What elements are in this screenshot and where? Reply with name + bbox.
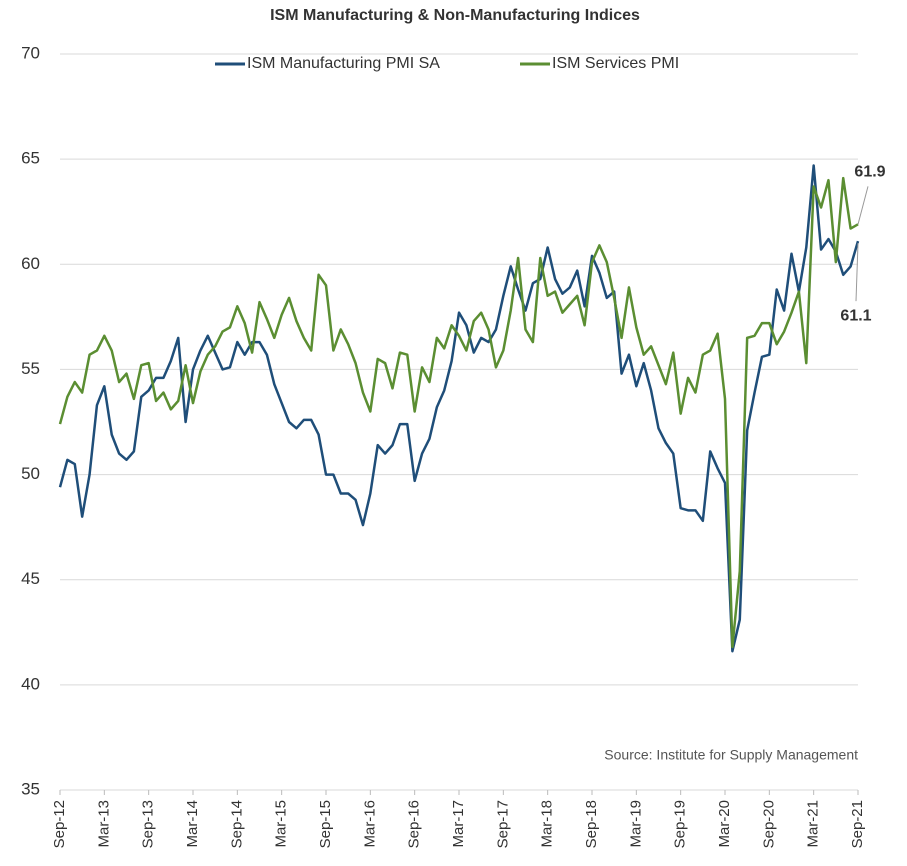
legend-label: ISM Manufacturing PMI SA xyxy=(247,55,440,72)
x-tick-label: Mar-20 xyxy=(716,800,733,848)
chart-title: ISM Manufacturing & Non-Manufacturing In… xyxy=(270,7,640,24)
y-tick-label: 65 xyxy=(21,149,40,168)
y-tick-label: 35 xyxy=(21,779,40,798)
y-tick-label: 60 xyxy=(21,254,40,273)
data-label: 61.9 xyxy=(854,164,885,181)
x-tick-label: Mar-19 xyxy=(627,800,644,848)
x-tick-label: Sep-21 xyxy=(849,800,866,848)
x-tick-label: Mar-21 xyxy=(805,800,822,848)
x-tick-label: Sep-17 xyxy=(494,800,511,848)
x-tick-label: Sep-19 xyxy=(672,800,689,848)
y-tick-label: 55 xyxy=(21,359,40,378)
source-note: Source: Institute for Supply Management xyxy=(604,747,858,763)
y-tick-label: 50 xyxy=(21,464,40,483)
x-tick-label: Sep-20 xyxy=(760,800,777,848)
y-tick-label: 45 xyxy=(21,569,40,588)
series-line xyxy=(58,176,859,649)
y-tick-label: 70 xyxy=(21,43,40,62)
x-tick-label: Mar-14 xyxy=(184,800,201,848)
x-tick-label: Mar-18 xyxy=(539,800,556,848)
x-tick-label: Sep-13 xyxy=(140,800,157,848)
x-tick-label: Mar-15 xyxy=(273,800,290,848)
x-tick-label: Mar-16 xyxy=(361,800,378,848)
x-tick-label: Sep-15 xyxy=(317,800,334,848)
x-tick-label: Sep-12 xyxy=(51,800,68,848)
x-tick-label: Mar-13 xyxy=(95,800,112,848)
leader-line xyxy=(855,243,859,302)
x-tick-label: Sep-14 xyxy=(228,800,245,848)
x-tick-label: Mar-17 xyxy=(450,800,467,848)
legend-label: ISM Services PMI xyxy=(552,55,679,72)
leader-line xyxy=(857,186,869,225)
y-tick-label: 40 xyxy=(21,674,40,693)
x-tick-label: Sep-18 xyxy=(583,800,600,848)
data-label: 61.1 xyxy=(840,307,871,324)
x-tick-label: Sep-16 xyxy=(406,800,423,848)
series-line xyxy=(58,164,860,653)
